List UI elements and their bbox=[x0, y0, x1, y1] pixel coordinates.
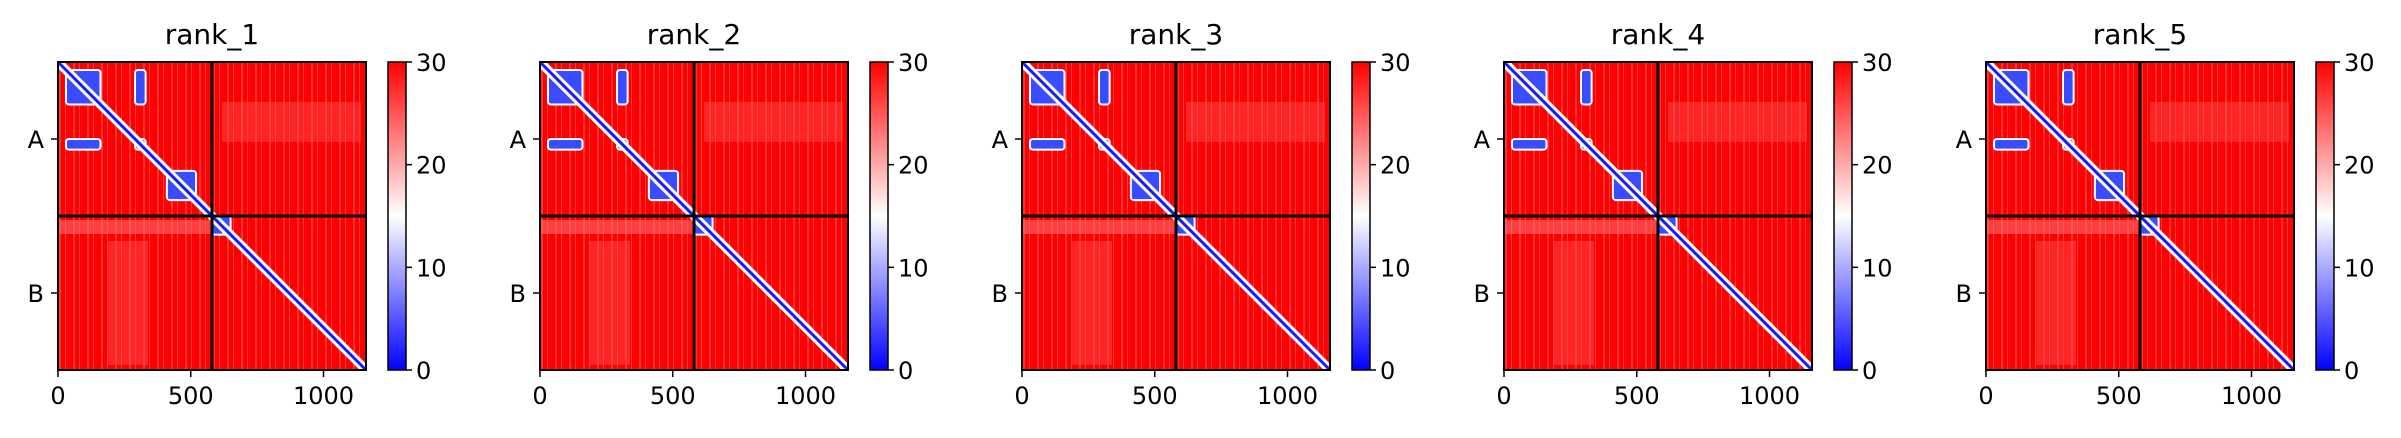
colorbar-tick-label: 10 bbox=[1380, 254, 1411, 282]
heatmap-band bbox=[108, 241, 148, 365]
colorbar-tick-label: 0 bbox=[1380, 357, 1395, 385]
colorbar-tick-label: 10 bbox=[898, 254, 929, 282]
low-value-block bbox=[1028, 138, 1066, 151]
heatmap-band bbox=[704, 102, 843, 142]
x-tick-label: 1000 bbox=[293, 382, 354, 410]
heatmap-band bbox=[1504, 220, 1658, 234]
panel-title: rank_2 bbox=[647, 18, 741, 51]
panel-title: rank_3 bbox=[1129, 18, 1223, 51]
x-tick-label: 0 bbox=[1014, 382, 1029, 410]
colorbar-tick-label: 0 bbox=[2344, 357, 2359, 385]
plot-frame bbox=[539, 61, 849, 371]
x-tick-label: 500 bbox=[1614, 382, 1660, 410]
low-value-block bbox=[1992, 138, 2030, 151]
chain-label: A bbox=[1956, 126, 1973, 154]
heatmap-panel: rank_1 A B 0 500 1000 0 10 20 30 bbox=[28, 18, 447, 410]
low-value-block bbox=[1580, 68, 1593, 106]
colorbar-tick-label: 30 bbox=[898, 49, 929, 77]
x-tick-label: 1000 bbox=[1739, 382, 1800, 410]
chain-label: A bbox=[28, 126, 45, 154]
heatmap-panel: rank_5 A B 0 500 1000 0 10 20 30 bbox=[1956, 18, 2375, 410]
heatmap-band bbox=[58, 220, 212, 234]
heatmap-band bbox=[540, 220, 694, 234]
x-tick-label: 1000 bbox=[775, 382, 836, 410]
colorbar-tick-label: 0 bbox=[898, 357, 913, 385]
chain-label: A bbox=[1474, 126, 1491, 154]
heatmap-panel: rank_3 A B 0 500 1000 0 10 20 30 bbox=[992, 18, 1411, 410]
x-tick-label: 0 bbox=[1496, 382, 1511, 410]
x-tick-label: 1000 bbox=[2221, 382, 2282, 410]
colorbar bbox=[1833, 61, 1853, 371]
panel-title: rank_1 bbox=[165, 18, 259, 51]
heatmap-band bbox=[1186, 102, 1325, 142]
x-tick-label: 500 bbox=[650, 382, 696, 410]
plot-frame bbox=[57, 61, 367, 371]
low-value-block bbox=[2062, 68, 2075, 106]
low-value-block bbox=[134, 68, 147, 106]
heatmap-band bbox=[1072, 241, 1112, 365]
plot-frame bbox=[1503, 61, 1813, 371]
heatmap-band bbox=[2036, 241, 2076, 365]
colorbar-tick-label: 30 bbox=[1862, 49, 1893, 77]
low-value-block bbox=[546, 138, 584, 151]
colorbar-tick-label: 20 bbox=[416, 152, 447, 180]
low-value-block bbox=[616, 68, 629, 106]
x-tick-label: 500 bbox=[168, 382, 214, 410]
chain-label: B bbox=[28, 280, 44, 308]
x-tick-label: 0 bbox=[532, 382, 547, 410]
colorbar-tick-label: 30 bbox=[1380, 49, 1411, 77]
chain-label: B bbox=[992, 280, 1008, 308]
low-value-block bbox=[64, 138, 102, 151]
low-value-block bbox=[1510, 138, 1548, 151]
colorbar-tick-label: 10 bbox=[416, 254, 447, 282]
x-tick-label: 0 bbox=[50, 382, 65, 410]
chain-label: A bbox=[992, 126, 1009, 154]
colorbar-tick-label: 10 bbox=[1862, 254, 1893, 282]
colorbar bbox=[2315, 61, 2335, 371]
plot-frame bbox=[1021, 61, 1331, 371]
colorbar-tick-label: 20 bbox=[898, 152, 929, 180]
colorbar-tick-label: 10 bbox=[2344, 254, 2375, 282]
panel-title: rank_4 bbox=[1611, 18, 1705, 51]
colorbar bbox=[869, 61, 889, 371]
heatmap-band bbox=[222, 102, 361, 142]
chain-label: B bbox=[1956, 280, 1972, 308]
panel-title: rank_5 bbox=[2093, 18, 2187, 51]
colorbar bbox=[1351, 61, 1371, 371]
heatmap-band bbox=[1554, 241, 1594, 365]
x-tick-label: 500 bbox=[1132, 382, 1178, 410]
heatmap-band bbox=[2150, 102, 2289, 142]
colorbar-tick-label: 0 bbox=[416, 357, 431, 385]
x-tick-label: 0 bbox=[1978, 382, 1993, 410]
heatmap-panel: rank_4 A B 0 500 1000 0 10 20 30 bbox=[1474, 18, 1893, 410]
heatmap-band bbox=[1986, 220, 2140, 234]
colorbar-tick-label: 20 bbox=[1380, 152, 1411, 180]
low-value-block bbox=[1098, 68, 1111, 106]
colorbar-tick-label: 30 bbox=[2344, 49, 2375, 77]
plot-frame bbox=[1985, 61, 2295, 371]
heatmap-band bbox=[1668, 102, 1807, 142]
heatmap-band bbox=[590, 241, 630, 365]
x-tick-label: 1000 bbox=[1257, 382, 1318, 410]
colorbar-tick-label: 0 bbox=[1862, 357, 1877, 385]
chain-label: B bbox=[1474, 280, 1490, 308]
colorbar bbox=[387, 61, 407, 371]
colorbar-tick-label: 30 bbox=[416, 49, 447, 77]
heatmap-band bbox=[1022, 220, 1176, 234]
x-tick-label: 500 bbox=[2096, 382, 2142, 410]
colorbar-tick-label: 20 bbox=[1862, 152, 1893, 180]
colorbar-tick-label: 20 bbox=[2344, 152, 2375, 180]
chain-label: A bbox=[510, 126, 527, 154]
chain-label: B bbox=[510, 280, 526, 308]
heatmap-panel: rank_2 A B 0 500 1000 0 10 20 30 bbox=[510, 18, 929, 410]
